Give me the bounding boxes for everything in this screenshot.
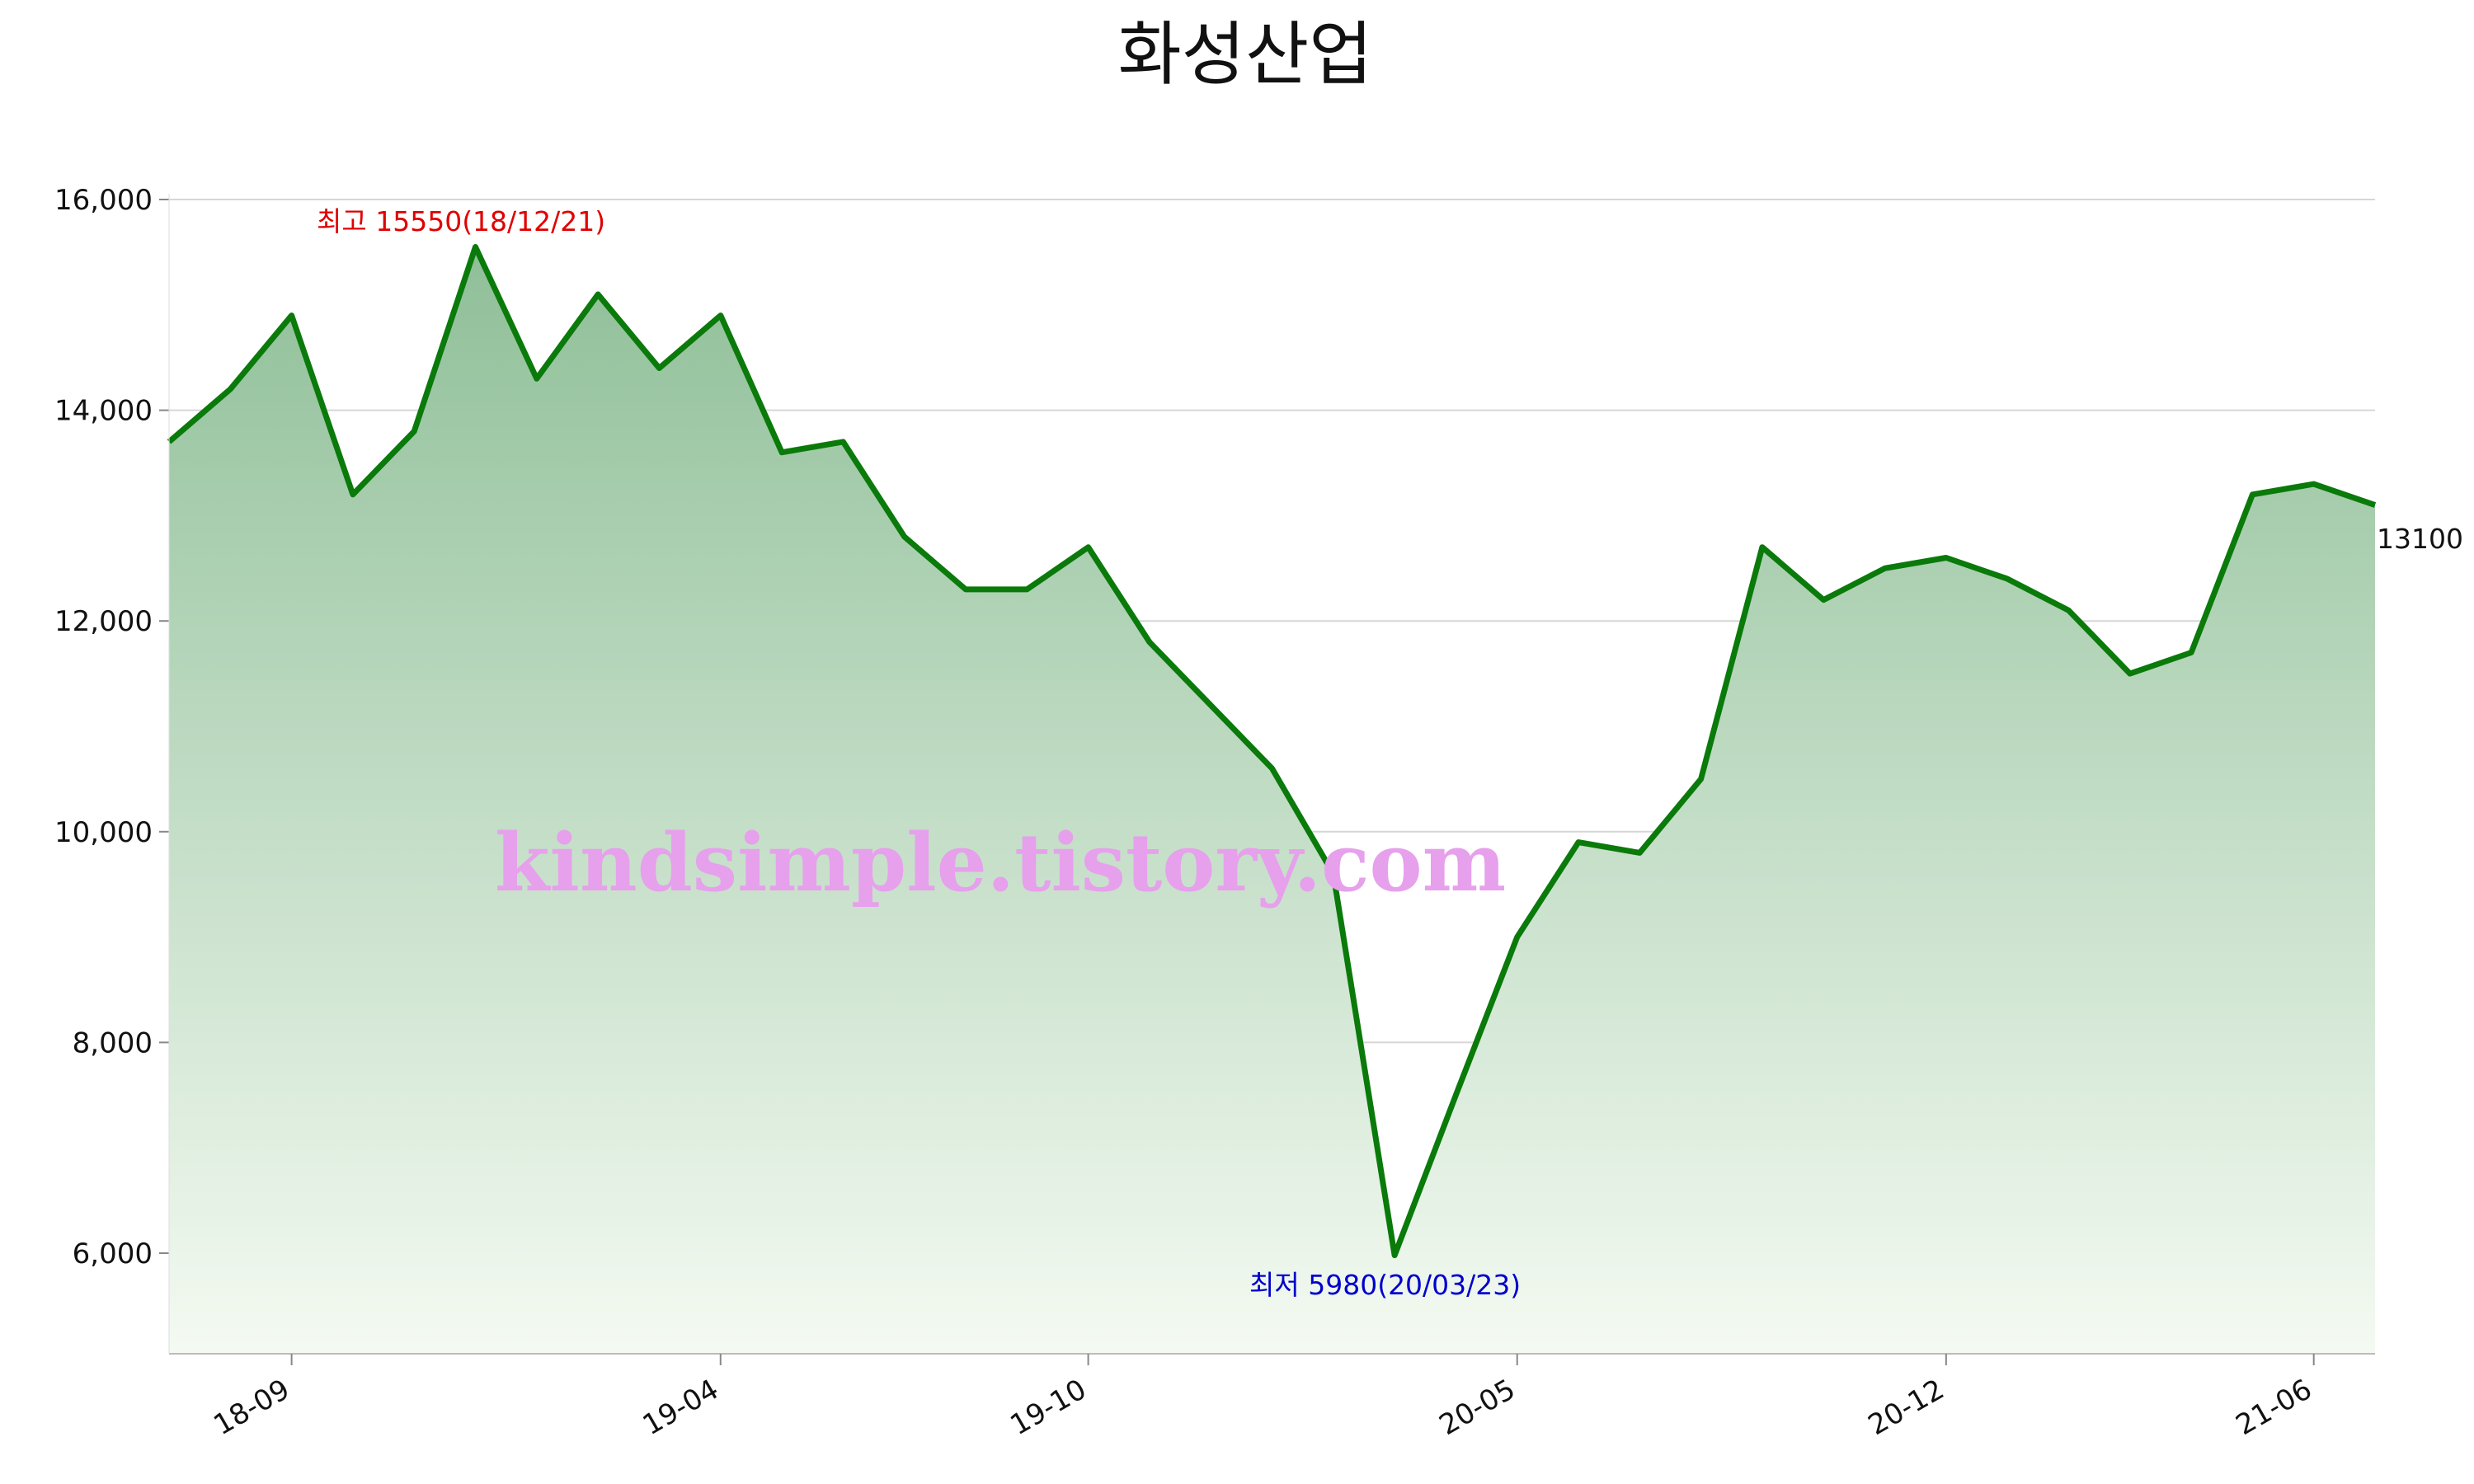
y-tick-label: 8,000 xyxy=(73,1026,153,1059)
x-tick-label: 20-12 xyxy=(1863,1373,1950,1442)
y-tick-label: 6,000 xyxy=(73,1237,153,1270)
price-line xyxy=(167,244,2377,1259)
x-tick-label: 19-04 xyxy=(637,1373,725,1442)
y-tick-label: 16,000 xyxy=(54,184,153,217)
low-annotation: 최저 5980(20/03/23) xyxy=(1249,1269,1521,1301)
x-tick-label: 20-05 xyxy=(1434,1373,1522,1442)
x-tick-label: 21-06 xyxy=(2231,1373,2318,1442)
last-price-label: 13100 xyxy=(2377,523,2463,555)
high-annotation: 최고 15550(18/12/21) xyxy=(317,205,605,237)
price-area-fill xyxy=(169,247,2375,1354)
y-tick-label: 14,000 xyxy=(54,395,153,428)
x-tick-label: 19-10 xyxy=(1005,1373,1093,1442)
chart-title: 화성산업 xyxy=(1117,14,1372,95)
y-tick-label: 10,000 xyxy=(54,816,153,849)
y-axis: 6,000 8,000 10,000 12,000 14,000 16,000 xyxy=(54,184,169,1270)
x-axis: 18-09 19-04 19-10 20-05 20-12 21-06 xyxy=(209,1354,2318,1442)
watermark: kindsimple.tistory.com xyxy=(495,816,1506,909)
y-tick-label: 12,000 xyxy=(54,605,153,638)
x-tick-label: 18-09 xyxy=(209,1373,296,1442)
